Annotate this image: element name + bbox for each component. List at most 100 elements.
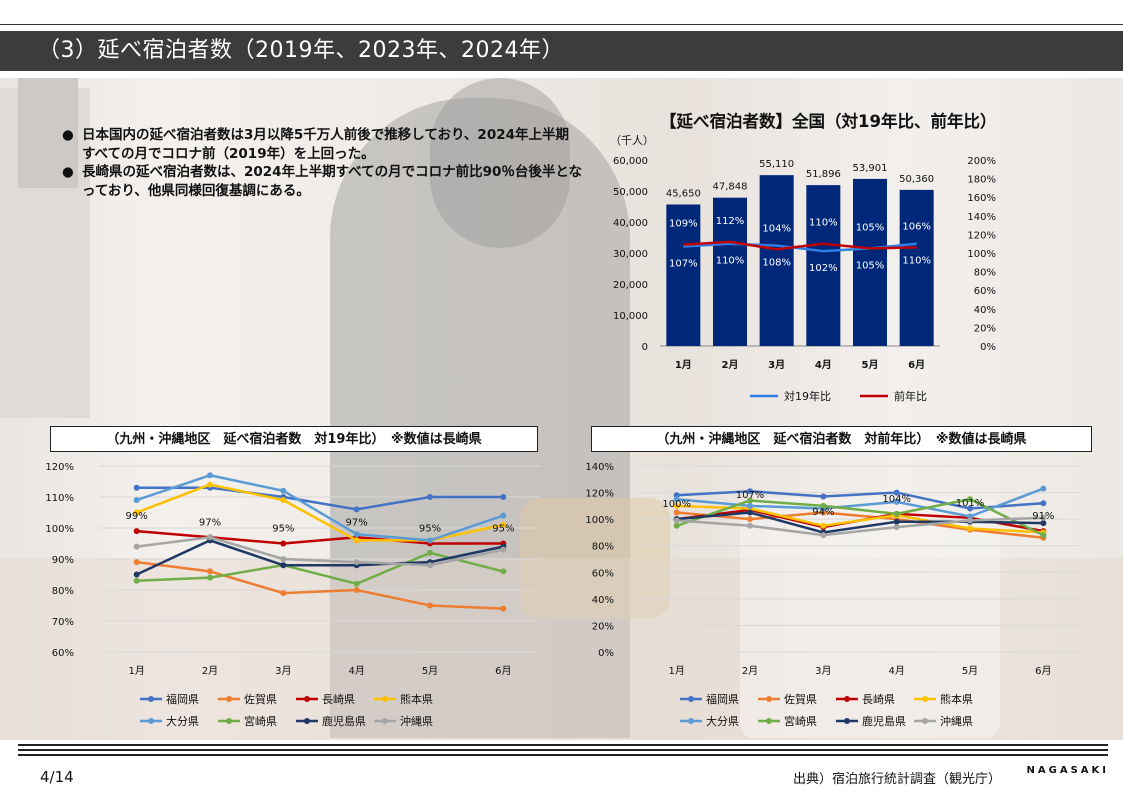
series-line bbox=[136, 529, 504, 545]
highlight-label: 95% bbox=[419, 524, 441, 535]
ratio-label: 105% bbox=[856, 222, 885, 233]
kyushu-vs2019-chart-title: （九州・沖縄地区 延べ宿泊者数 対19年比） ※数値は長崎県 bbox=[50, 426, 538, 452]
legend-marker bbox=[148, 696, 154, 702]
bar-value-label: 50,360 bbox=[899, 174, 934, 185]
y-tick-label: 100% bbox=[585, 515, 614, 526]
national-bar-chart: （千人） 0 10,000 20,000 30,000 40,000 50,000 60,00… bbox=[610, 134, 996, 403]
y2-tick-label: 0% bbox=[980, 342, 996, 353]
series-point bbox=[1040, 514, 1047, 521]
ratio-label: 107% bbox=[669, 258, 698, 269]
legend-label: 沖縄県 bbox=[400, 714, 433, 728]
legend-marker bbox=[766, 718, 772, 724]
y2-tick-label: 40% bbox=[974, 305, 996, 316]
series-point bbox=[747, 488, 753, 495]
legend-label: 長崎県 bbox=[322, 692, 355, 706]
bar-value-label: 45,650 bbox=[666, 188, 701, 199]
series-point bbox=[427, 602, 433, 609]
y2-tick-label: 20% bbox=[974, 323, 996, 334]
series-point bbox=[747, 497, 753, 504]
highlight-label: 104% bbox=[882, 494, 911, 505]
series-point bbox=[747, 516, 753, 523]
x-tick-label: 4月 bbox=[348, 665, 364, 677]
series-point bbox=[353, 537, 360, 544]
x-tick-label: 3月 bbox=[768, 359, 785, 371]
ratio-label: 104% bbox=[762, 223, 791, 234]
bullet-text: 長崎県の延べ宿泊者数は、2024年上半期すべての月でコロナ前比90％台後半となっ… bbox=[82, 164, 582, 199]
series-point bbox=[500, 521, 507, 528]
bar bbox=[806, 185, 841, 346]
y-tick-label: 20% bbox=[592, 621, 614, 632]
kyushu-yoy-chart-title: （九州・沖縄地区 延べ宿泊者数 対前年比） ※数値は長崎県 bbox=[591, 426, 1092, 452]
series-point bbox=[747, 502, 753, 509]
series-point bbox=[500, 512, 507, 519]
series-point bbox=[893, 524, 900, 531]
ratio-label: 110% bbox=[809, 218, 838, 229]
highlight-label: 91% bbox=[1032, 511, 1054, 522]
series-point bbox=[207, 481, 213, 488]
x-tick-label: 6月 bbox=[495, 665, 511, 677]
highlight-label: 107% bbox=[736, 490, 765, 501]
series-point bbox=[893, 510, 900, 517]
legend-marker bbox=[304, 696, 310, 702]
y-tick-label: 110% bbox=[45, 493, 74, 504]
legend-marker bbox=[844, 696, 850, 702]
y2-tick-label: 100% bbox=[967, 249, 996, 260]
series-line bbox=[676, 511, 1044, 539]
series-point bbox=[673, 496, 680, 503]
series-point bbox=[353, 580, 360, 587]
series-line bbox=[136, 474, 504, 542]
series-point bbox=[133, 559, 140, 566]
series-point bbox=[353, 559, 360, 566]
series-line bbox=[136, 560, 504, 610]
bar bbox=[853, 178, 887, 346]
legend-marker bbox=[922, 718, 928, 724]
bullet-text: 日本国内の延べ宿泊者数は3月以降5千万人前後で推移しており、2024年上半期すべ… bbox=[82, 127, 570, 162]
series-point bbox=[133, 484, 140, 491]
y-tick-label: 10,000 bbox=[613, 311, 648, 322]
x-tick-label: 3月 bbox=[815, 665, 831, 677]
series-point bbox=[133, 497, 140, 504]
ratio-label: 102% bbox=[809, 263, 838, 274]
series-line bbox=[676, 511, 1044, 534]
bar-value-label: 51,896 bbox=[806, 169, 841, 180]
legend-label: 鹿児島県 bbox=[322, 714, 366, 728]
ratio-line bbox=[683, 240, 917, 251]
highlight-label: 94% bbox=[812, 507, 834, 518]
bar-value-label: 53,901 bbox=[853, 163, 888, 174]
series-point bbox=[427, 562, 433, 569]
background-wash bbox=[0, 78, 1123, 740]
series-point bbox=[280, 590, 287, 597]
series-point bbox=[820, 532, 827, 539]
x-tick-label: 6月 bbox=[1035, 665, 1051, 677]
y-tick-label: 20,000 bbox=[613, 280, 648, 291]
series-point bbox=[967, 505, 973, 512]
x-tick-label: 2月 bbox=[202, 665, 218, 677]
series-point bbox=[427, 549, 433, 556]
ratio-label: 109% bbox=[669, 219, 698, 230]
legend-marker bbox=[688, 718, 694, 724]
legend-label: 対19年比 bbox=[784, 389, 831, 403]
x-tick-label: 5月 bbox=[422, 665, 438, 677]
ratio-label: 110% bbox=[902, 256, 931, 267]
legend-label: 佐賀県 bbox=[784, 692, 817, 706]
series-point bbox=[133, 528, 140, 535]
legend-marker bbox=[382, 696, 388, 702]
legend-marker bbox=[922, 696, 928, 702]
y-tick-label: 80% bbox=[52, 586, 74, 597]
x-tick-label: 1月 bbox=[675, 359, 692, 371]
x-tick-label: 1月 bbox=[128, 665, 144, 677]
legend-label: 前年比 bbox=[894, 389, 927, 403]
y-tick-label: 120% bbox=[585, 489, 614, 500]
series-point bbox=[1040, 532, 1047, 539]
series-point bbox=[673, 502, 680, 509]
legend-label: 福岡県 bbox=[166, 692, 199, 706]
series-point bbox=[820, 493, 827, 500]
y-tick-label: 40% bbox=[592, 595, 614, 606]
ratio-label: 106% bbox=[902, 221, 931, 232]
x-tick-label: 2月 bbox=[722, 359, 739, 371]
series-point bbox=[207, 534, 213, 541]
series-point bbox=[673, 522, 680, 529]
series-point bbox=[353, 587, 360, 593]
series-line bbox=[136, 551, 504, 586]
y-tick-label: 90% bbox=[52, 555, 74, 566]
